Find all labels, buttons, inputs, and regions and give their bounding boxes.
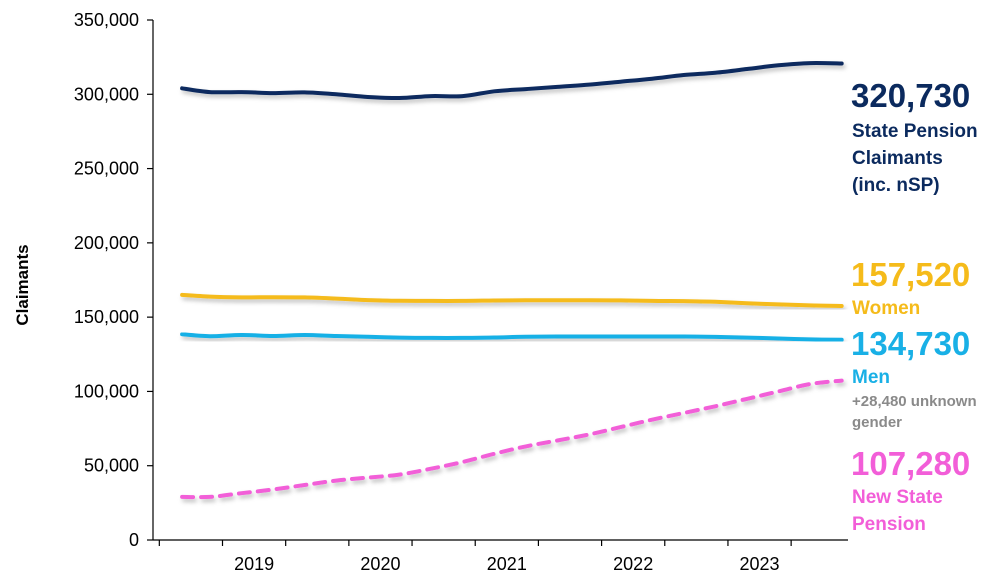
end-value-new_state_pension: 107,280 (851, 445, 970, 482)
series-line-men (180, 332, 844, 342)
y-tick-label: 50,000 (84, 456, 139, 476)
end-label-state_pension: Claimants (852, 148, 943, 169)
x-tick-label: 2019 (234, 554, 274, 574)
end-label-state_pension: (inc. nSP) (852, 175, 940, 196)
x-tick-label: 2023 (740, 554, 780, 574)
y-tick-label: 150,000 (74, 307, 139, 327)
note-men: +28,480 unknown (852, 393, 977, 410)
series-line-state_pension (180, 61, 844, 101)
series-end-labels: 320,730 State Pension Claimants (inc. nSP) 1… (851, 77, 978, 535)
end-label-state_pension: State Pension (852, 121, 978, 142)
y-tick-label: 100,000 (74, 381, 139, 401)
note-men: gender (852, 414, 902, 431)
series-line-new_state_pension (180, 378, 844, 500)
series-lines (180, 61, 844, 500)
x-tick-label: 2022 (613, 554, 653, 574)
y-tick-label: 350,000 (74, 10, 139, 30)
x-axis: 2019 2020 2021 2022 2023 (153, 539, 848, 574)
end-value-men: 134,730 (851, 325, 970, 362)
y-axis: 0 50,000 100,000 150,000 200,000 250,000 300,0… (74, 10, 154, 550)
x-tick-label: 2021 (487, 554, 527, 574)
end-value-state_pension: 320,730 (851, 77, 970, 114)
end-label-new_state_pension: New State (852, 487, 943, 508)
y-tick-label: 250,000 (74, 159, 139, 179)
x-tick-label: 2020 (360, 554, 400, 574)
y-tick-label: 200,000 (74, 233, 139, 253)
end-label-new_state_pension: Pension (852, 514, 926, 535)
y-tick-label: 0 (129, 530, 139, 550)
y-axis-label: Claimants (13, 244, 32, 325)
series-line-women (180, 292, 844, 308)
end-label-women: Women (852, 298, 920, 319)
end-label-men: Men (852, 367, 890, 388)
end-value-women: 157,520 (851, 256, 970, 293)
y-tick-label: 300,000 (74, 84, 139, 104)
